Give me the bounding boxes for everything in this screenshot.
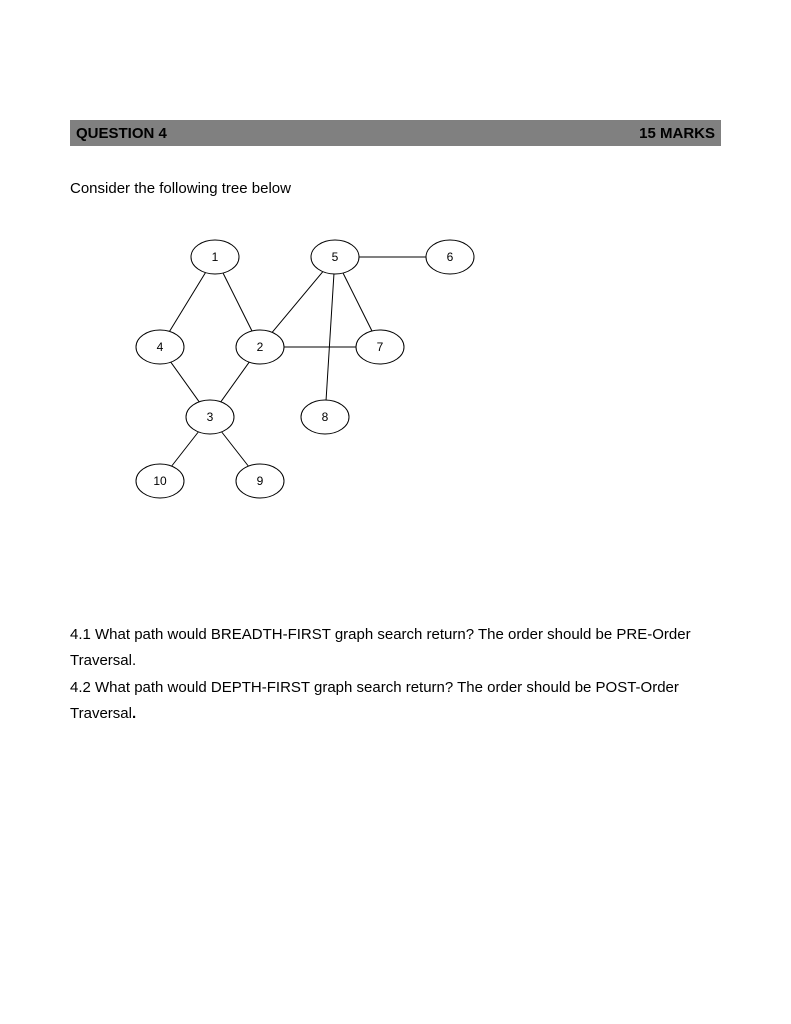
questions-block: 4.1 What path would BREADTH-FIRST graph … (70, 622, 721, 727)
node-1: 1 (191, 240, 239, 274)
page: QUESTION 4 15 MARKS Consider the followi… (0, 0, 791, 1024)
node-label-7: 7 (377, 340, 384, 354)
node-6: 6 (426, 240, 474, 274)
node-3: 3 (186, 400, 234, 434)
node-2: 2 (236, 330, 284, 364)
edge-n2-n3 (221, 362, 249, 402)
edge-n1-n2 (223, 273, 252, 331)
node-label-5: 5 (332, 250, 339, 264)
node-8: 8 (301, 400, 349, 434)
tree-diagram-container: 1 5 6 4 2 7 3 8 10 9 (70, 227, 721, 522)
node-9: 9 (236, 464, 284, 498)
node-label-9: 9 (257, 474, 264, 488)
node-10: 10 (136, 464, 184, 498)
edge-n3-n9 (222, 432, 249, 466)
question-marks: 15 MARKS (639, 125, 715, 142)
node-label-8: 8 (322, 410, 329, 424)
question-4-2: 4.2 What path would DEPTH-FIRST graph se… (70, 675, 721, 728)
node-label-6: 6 (447, 250, 454, 264)
question-4-2-text: 4.2 What path would DEPTH-FIRST graph se… (70, 679, 679, 722)
edge-n5-n8 (326, 274, 334, 400)
edge-n1-n4 (170, 273, 206, 332)
node-label-4: 4 (157, 340, 164, 354)
tree-diagram: 1 5 6 4 2 7 3 8 10 9 (70, 227, 500, 517)
edge-n5-n2 (272, 272, 323, 333)
question-4-2-period: . (132, 705, 136, 722)
node-7: 7 (356, 330, 404, 364)
node-label-3: 3 (207, 410, 214, 424)
question-title: QUESTION 4 (76, 125, 167, 142)
edge-n4-n3 (171, 362, 199, 402)
node-5: 5 (311, 240, 359, 274)
node-4: 4 (136, 330, 184, 364)
question-header-bar: QUESTION 4 15 MARKS (70, 120, 721, 146)
node-label-1: 1 (212, 250, 219, 264)
intro-text: Consider the following tree below (70, 180, 721, 197)
edge-n3-n10 (172, 432, 199, 466)
question-4-1: 4.1 What path would BREADTH-FIRST graph … (70, 622, 721, 675)
node-label-2: 2 (257, 340, 264, 354)
node-label-10: 10 (153, 474, 167, 488)
edge-n5-n7 (343, 273, 372, 331)
